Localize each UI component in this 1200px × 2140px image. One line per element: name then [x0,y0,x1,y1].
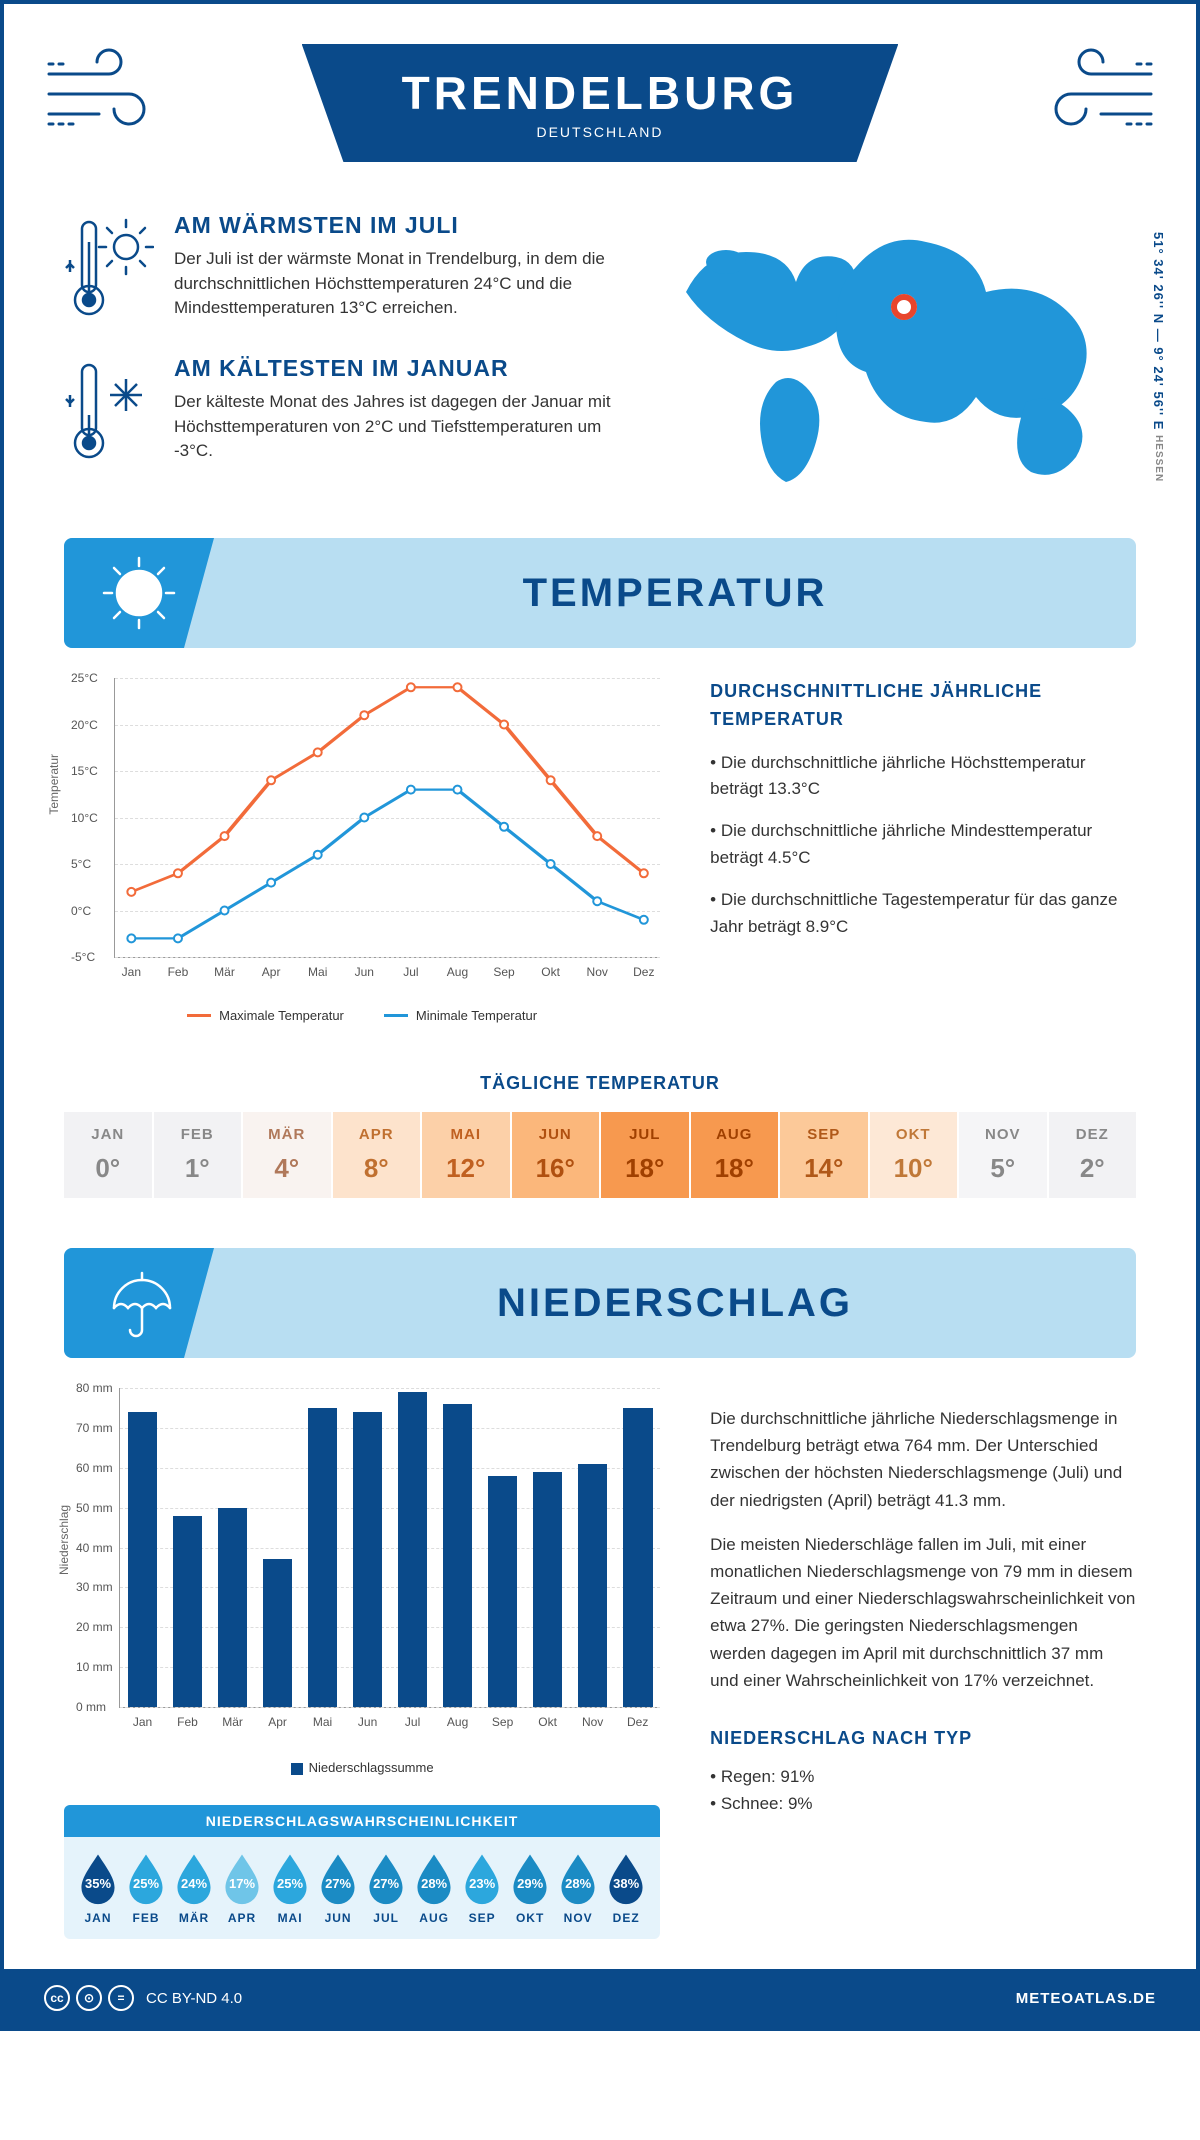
cc-icon: cc [44,1985,70,2011]
wind-icon [1026,44,1156,144]
warmest-text: Der Juli ist der wärmste Monat in Trende… [174,247,616,321]
nd-icon: = [108,1985,134,2011]
coordinates: 51° 34' 26'' N — 9° 24' 56'' E HESSEN [1151,232,1166,482]
temperature-title: TEMPERATUR [214,571,1136,616]
daily-temp-title: TÄGLICHE TEMPERATUR [4,1073,1196,1094]
city-title: TRENDELBURG [402,66,799,120]
temperature-line-chart: Temperatur -5°C0°C5°C10°C15°C20°C25°CJan… [64,678,660,1023]
cc-icons: cc⊙= [44,1985,134,2011]
precip-title: NIEDERSCHLAG [214,1281,1136,1326]
warmest-block: AM WÄRMSTEN IM JULI Der Juli ist der wär… [64,212,616,327]
by-icon: ⊙ [76,1985,102,2011]
precip-section-header: NIEDERSCHLAG [64,1248,1136,1358]
precip-summary: Die durchschnittliche jährliche Niedersc… [710,1388,1136,1939]
page-header: TRENDELBURG DEUTSCHLAND [4,4,1196,192]
chart-legend: Maximale Temperatur Minimale Temperatur [64,1008,660,1023]
temperature-summary: DURCHSCHNITTLICHE JÄHRLICHE TEMPERATUR •… [710,678,1136,1023]
daily-temp-table: JAN0°FEB1°MÄR4°APR8°MAI12°JUN16°JUL18°AU… [64,1112,1136,1198]
world-map: 51° 34' 26'' N — 9° 24' 56'' E HESSEN [656,212,1136,498]
probability-box: NIEDERSCHLAGSWAHRSCHEINLICHKEIT 35%JAN25… [64,1805,660,1939]
page-footer: cc⊙= CC BY-ND 4.0 METEOATLAS.DE [4,1969,1196,2027]
umbrella-icon [64,1248,214,1358]
site-name: METEOATLAS.DE [1016,1990,1156,2007]
license-text: CC BY-ND 4.0 [146,1990,242,2007]
temperature-section-header: TEMPERATUR [64,538,1136,648]
wind-icon [44,44,174,144]
bar-legend: Niederschlagssumme [64,1760,660,1775]
thermometer-snow-icon [64,355,154,470]
coldest-block: AM KÄLTESTEN IM JANUAR Der kälteste Mona… [64,355,616,470]
coldest-title: AM KÄLTESTEN IM JANUAR [174,355,616,382]
warmest-title: AM WÄRMSTEN IM JULI [174,212,616,239]
country-subtitle: DEUTSCHLAND [402,124,799,140]
coldest-text: Der kälteste Monat des Jahres ist dagege… [174,390,616,464]
title-banner: TRENDELBURG DEUTSCHLAND [302,44,899,162]
precip-bar-chart: Niederschlag 0 mm10 mm20 mm30 mm40 mm50 … [64,1388,660,1748]
sun-icon [64,538,214,648]
thermometer-sun-icon [64,212,154,327]
